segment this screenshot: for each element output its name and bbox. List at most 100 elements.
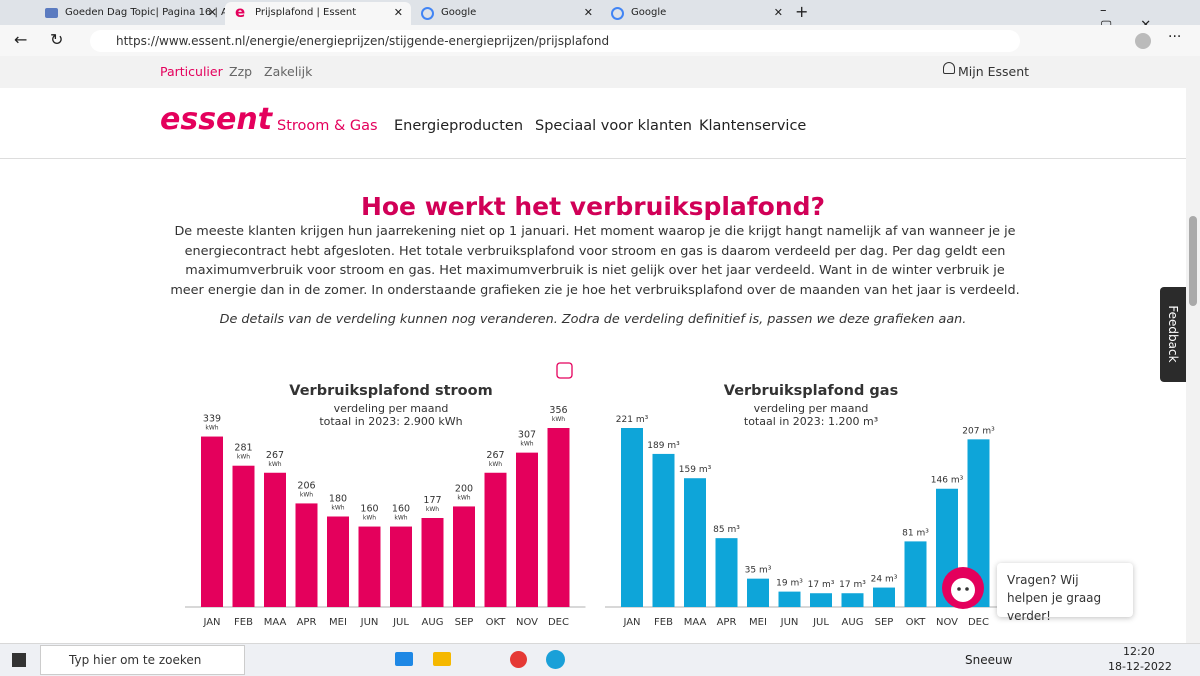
app-icon[interactable] [546, 650, 565, 669]
new-tab-button[interactable]: + [795, 2, 809, 21]
x-tick-label: NOV [516, 617, 538, 628]
value-unit: kWh [331, 504, 344, 511]
nav-link[interactable]: Speciaal voor klanten [535, 118, 692, 134]
x-tick-label: MEI [749, 617, 767, 628]
chart-title: Verbruiksplafond gas [724, 383, 898, 399]
start-button[interactable] [12, 653, 26, 667]
clock-date: 18-12-2022 [1108, 660, 1172, 673]
x-tick-label: DEC [548, 617, 569, 628]
browser-tab[interactable]: Google ✕ [411, 2, 601, 25]
chart-subtitle: totaal in 2023: 2.900 kWh [319, 415, 462, 428]
x-tick-label: MEI [329, 617, 347, 628]
x-tick-label: MAA [264, 617, 287, 628]
bar [484, 472, 507, 607]
url-field[interactable]: https://www.essent.nl/energie/energiepri… [90, 30, 1020, 52]
nav-link[interactable]: Stroom & Gas [277, 118, 378, 134]
bar [967, 439, 990, 607]
bar [810, 593, 832, 607]
note: De details van de verdeling kunnen nog v… [219, 312, 967, 327]
bar [453, 506, 475, 607]
value-label: 307 [518, 430, 536, 441]
value-unit: kWh [426, 506, 439, 513]
x-tick-label: APR [297, 617, 317, 628]
app-icon[interactable] [433, 652, 451, 666]
x-tick-label: OKT [486, 617, 507, 628]
feedback-tab[interactable]: Feedback [1160, 287, 1186, 382]
value-unit: kWh [363, 515, 376, 522]
taskbar-search[interactable]: Typ hier om te zoeken [40, 645, 245, 675]
zoom-icon[interactable] [556, 362, 573, 379]
bar [778, 591, 801, 607]
x-tick-label: APR [717, 617, 737, 628]
logo[interactable]: essent [160, 102, 273, 137]
value-label: 339 [203, 414, 221, 425]
value-unit: kWh [300, 491, 313, 498]
back-button[interactable]: ← [14, 30, 28, 49]
value-label: 160 [360, 504, 378, 515]
x-tick-label: MAA [684, 617, 707, 628]
bar [904, 541, 927, 607]
nav-link[interactable]: Energieproducten [394, 118, 524, 134]
weather[interactable]: Sneeuw [965, 653, 1013, 667]
value-unit: kWh [268, 461, 281, 468]
browser-tab[interactable]: Goeden Dag Topic| Pagina 16 | A ✕ [35, 2, 225, 25]
x-tick-label: JAN [622, 617, 640, 628]
x-tick-label: JUL [812, 617, 829, 628]
bar [295, 503, 318, 607]
value-label: 177 [423, 495, 441, 506]
x-tick-label: SEP [875, 617, 894, 628]
value-label: 281 [234, 443, 252, 454]
profile-icon[interactable] [1135, 33, 1151, 49]
value-label: 35 m³ [745, 566, 772, 576]
tab-title: Google [441, 7, 477, 18]
x-tick-label: JAN [202, 617, 220, 628]
address-bar-row: ← ↻ https://www.essent.nl/energie/energi… [0, 25, 1200, 57]
chat-avatar[interactable] [940, 565, 986, 611]
paragraph: De meeste klanten krijgen hun jaarrekeni… [170, 224, 1020, 298]
bar [201, 436, 223, 607]
nav-link[interactable]: Zzp [229, 64, 253, 79]
value-unit: kWh [520, 441, 533, 448]
x-tick-label: JUN [780, 617, 799, 628]
value-label: 24 m³ [871, 575, 898, 585]
bar [747, 578, 769, 607]
nav-link[interactable]: Klantenservice [699, 118, 807, 134]
chat-bubble[interactable]: Vragen? Wij helpen je graag verder! [997, 563, 1133, 623]
bar [715, 538, 738, 607]
browser-tab[interactable]: Google ✕ [601, 2, 791, 25]
value-label: 207 m³ [962, 426, 995, 436]
chat-text: Vragen? Wij helpen je graag verder! [1007, 573, 1102, 623]
account-link[interactable]: Mijn Essent [958, 64, 1030, 79]
browser-tab[interactable]: e Prijsplafond | Essent ✕ [225, 2, 411, 25]
x-tick-label: FEB [234, 617, 253, 628]
value-label: 221 m³ [616, 415, 649, 425]
bar [327, 516, 349, 607]
x-tick-label: SEP [455, 617, 474, 628]
bar [358, 526, 381, 607]
x-tick-label: AUG [422, 617, 444, 628]
app-icon[interactable] [395, 652, 413, 666]
app-icon[interactable] [510, 651, 527, 668]
bar [264, 472, 286, 607]
chart-title: Verbruiksplafond stroom [289, 383, 492, 399]
charts: Verbruiksplafond stroom verdeling per maa… [185, 362, 1006, 628]
bar [547, 428, 570, 607]
value-label: 356 [549, 405, 567, 416]
nav-link[interactable]: Particulier [160, 64, 223, 79]
scrollbar[interactable] [1186, 56, 1200, 643]
value-label: 267 [486, 450, 504, 461]
bar [873, 587, 895, 607]
bar [652, 453, 675, 607]
menu-button[interactable]: ··· [1168, 29, 1182, 45]
nav-link[interactable]: Zakelijk [264, 64, 313, 79]
value-unit: kWh [457, 494, 470, 501]
value-label: 85 m³ [713, 525, 740, 535]
value-label: 189 m³ [647, 441, 680, 451]
clock-time: 12:20 [1123, 645, 1155, 658]
search-placeholder: Typ hier om te zoeken [69, 653, 202, 667]
value-unit: kWh [552, 416, 565, 423]
reload-button[interactable]: ↻ [50, 30, 64, 49]
x-tick-label: DEC [968, 617, 989, 628]
x-tick-label: AUG [842, 617, 864, 628]
